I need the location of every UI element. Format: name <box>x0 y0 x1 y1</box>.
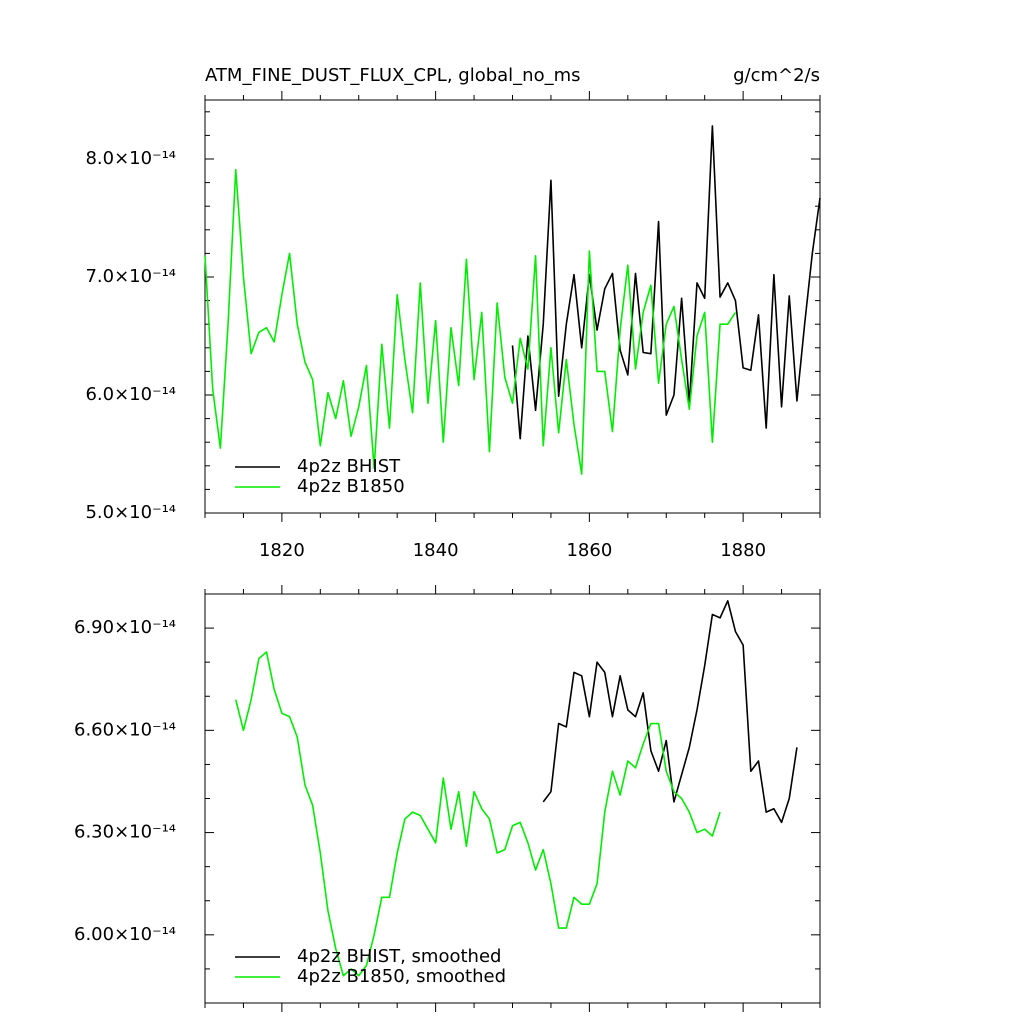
plot-frame <box>204 593 821 1004</box>
series-line <box>234 651 721 977</box>
y-tick-label: 6.00×10⁻¹⁴ <box>74 924 176 945</box>
y-tick-label: 7.0×10⁻¹⁴ <box>85 266 176 287</box>
series-line <box>511 125 821 440</box>
x-tick-label: 1880 <box>720 540 766 561</box>
units-label: g/cm^2/s <box>733 65 820 86</box>
y-tick-label: 6.90×10⁻¹⁴ <box>74 617 176 638</box>
y-tick-label: 5.0×10⁻¹⁴ <box>85 502 176 523</box>
x-tick-label: 1840 <box>413 540 459 561</box>
legend-label: 4p2z B1850, smoothed <box>297 966 506 987</box>
legend-label: 4p2z BHIST, smoothed <box>297 946 501 967</box>
legend-label: 4p2z BHIST <box>297 456 401 477</box>
chart-title: ATM_FINE_DUST_FLUX_CPL, global_no_ms <box>205 65 581 86</box>
series-line <box>204 168 737 475</box>
y-tick-label: 6.0×10⁻¹⁴ <box>85 384 176 405</box>
x-tick-label: 1860 <box>566 540 612 561</box>
y-tick-label: 6.30×10⁻¹⁴ <box>74 822 176 843</box>
legend-label: 4p2z B1850 <box>297 476 405 497</box>
series-line <box>542 600 798 824</box>
plot-frame <box>204 99 821 514</box>
x-tick-label: 1820 <box>259 540 305 561</box>
y-tick-label: 8.0×10⁻¹⁴ <box>85 148 176 169</box>
y-tick-label: 6.60×10⁻¹⁴ <box>74 719 176 740</box>
